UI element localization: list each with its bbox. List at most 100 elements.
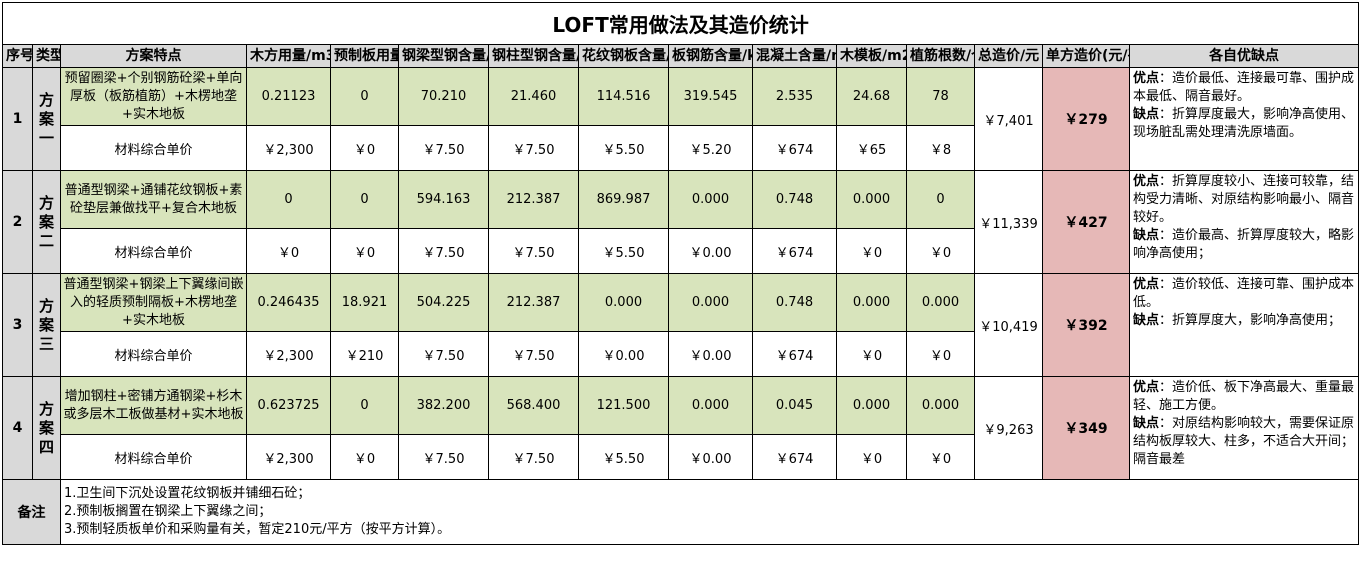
pros-text: ：折算厚度较小、连接可较靠，结构受力清晰、对原结构影响最小、隔音较好。 — [1133, 174, 1355, 225]
scheme-type: 方案三 — [32, 273, 61, 377]
qty-cell: 212.387 — [488, 273, 579, 332]
table-title: LOFT常用做法及其造价统计 — [1, 2, 1360, 45]
pros-label: 优点 — [1133, 174, 1160, 189]
header-column-steel: 钢柱型钢含量/kg — [488, 44, 579, 68]
qty-cell: 21.460 — [488, 67, 579, 126]
header-formwork: 木模板/m2 — [836, 44, 907, 68]
notes-row: 备注 1.卫生间下沉处设置花纹钢板并铺细石砼； 2.预制板搁置在钢梁上下翼缘之间… — [2, 479, 1360, 545]
price-label: 材料综合单价 — [60, 331, 247, 377]
price-cell: ￥0 — [330, 125, 399, 171]
price-label: 材料综合单价 — [60, 125, 247, 171]
price-cell: ￥5.50 — [578, 125, 669, 171]
price-cell: ￥674 — [752, 125, 837, 171]
qty-cell: 0.000 — [668, 273, 753, 332]
qty-cell: 0.748 — [752, 273, 837, 332]
price-row: 材料综合单价 ￥2,300 ￥0 ￥7.50 ￥7.50 ￥5.50 ￥5.20… — [3, 125, 1359, 171]
scheme-features: 普通型钢梁+通铺花纹钢板+素砼垫层兼做找平+复合木地板 — [60, 170, 247, 229]
qty-cell: 70.210 — [398, 67, 489, 126]
price-cell: ￥674 — [752, 434, 837, 480]
scheme-features: 普通型钢梁+钢梁上下翼缘间嵌入的轻质预制隔板+木楞地垄+实木地板 — [60, 273, 247, 332]
pros-text: ：造价最低、连接最可靠、围护成本最低、隔音最好。 — [1133, 71, 1355, 104]
qty-cell: 18.921 — [330, 273, 399, 332]
qty-cell: 594.163 — [398, 170, 489, 229]
price-row: 材料综合单价 ￥0 ￥0 ￥7.50 ￥7.50 ￥5.50 ￥0.00 ￥67… — [3, 228, 1359, 274]
price-cell: ￥0 — [836, 434, 907, 480]
pros-text: ：造价低、板下净高最大、重量最轻、施工方便。 — [1133, 380, 1355, 413]
qty-cell: 0.623725 — [246, 376, 331, 435]
price-cell: ￥0 — [836, 331, 907, 377]
scheme-row: 1 方案一 预留圈梁+个别钢筋砼梁+单向厚板（板筋植筋）+木楞地垄+实木地板 0… — [2, 67, 1360, 171]
price-cell: ￥0 — [330, 228, 399, 274]
qty-cell: 24.68 — [836, 67, 907, 126]
price-cell: ￥5.50 — [578, 228, 669, 274]
qty-cell: 0.000 — [906, 273, 975, 332]
price-cell: ￥7.50 — [398, 434, 489, 480]
header-anchor-bars: 植筋根数/个 — [906, 44, 975, 68]
cons-label: 缺点 — [1133, 313, 1160, 328]
cons-text: ：折算厚度最大，影响净高使用、现场脏乱需处理清洗原墙面。 — [1133, 107, 1355, 140]
qty-cell: 0.21123 — [246, 67, 331, 126]
pros-cons: 优点：造价低、板下净高最大、重量最轻、施工方便。 缺点：对原结构影响较大，需要保证… — [1128, 376, 1360, 480]
total-cost: ￥10,419 — [974, 273, 1043, 377]
price-cell: ￥674 — [752, 331, 837, 377]
qty-cell: 0 — [330, 376, 399, 435]
header-row: 序号 类型 方案特点 木方用量/m3 预制板用量/m2 钢梁型钢含量/kg 钢柱… — [2, 44, 1360, 68]
cons-label: 缺点 — [1133, 228, 1160, 243]
scheme-index: 4 — [2, 376, 33, 480]
header-timber: 木方用量/m3 — [246, 44, 331, 68]
price-cell: ￥674 — [752, 228, 837, 274]
price-cell: ￥0 — [906, 434, 975, 480]
price-cell: ￥0 — [246, 228, 331, 274]
scheme-row: 4 方案四 增加钢柱+密铺方通钢梁+杉木或多层木工板做基材+实木地板 0.623… — [2, 376, 1360, 480]
qty-cell: 121.500 — [578, 376, 669, 435]
scheme-index: 1 — [2, 67, 33, 171]
price-cell: ￥5.50 — [578, 434, 669, 480]
header-checker-plate: 花纹钢板含量/kg — [578, 44, 669, 68]
notes-label: 备注 — [2, 479, 61, 545]
header-slab-rebar: 板钢筋含量/kg — [668, 44, 753, 68]
price-cell: ￥2,300 — [246, 125, 331, 171]
notes-cell: 1.卫生间下沉处设置花纹钢板并铺细石砼； 2.预制板搁置在钢梁上下翼缘之间； 3… — [59, 479, 1360, 545]
price-cell: ￥65 — [836, 125, 907, 171]
unit-cost: ￥392 — [1042, 273, 1130, 377]
pros-label: 优点 — [1133, 71, 1160, 86]
qty-cell: 0.000 — [836, 170, 907, 229]
header-pros-cons: 各自优缺点 — [1128, 44, 1360, 68]
pros-label: 优点 — [1133, 277, 1160, 292]
qty-cell: 0 — [906, 170, 975, 229]
qty-cell: 504.225 — [398, 273, 489, 332]
qty-cell: 0 — [330, 67, 399, 126]
header-beam-steel: 钢梁型钢含量/kg — [398, 44, 489, 68]
qty-cell: 319.545 — [668, 67, 753, 126]
total-cost: ￥7,401 — [974, 67, 1043, 171]
scheme-index: 2 — [2, 170, 33, 274]
qty-cell: 0.000 — [668, 376, 753, 435]
cons-text: ：折算厚度大，影响净高使用； — [1159, 313, 1342, 328]
scheme-row: 3 方案三 普通型钢梁+钢梁上下翼缘间嵌入的轻质预制隔板+木楞地垄+实木地板 0… — [2, 273, 1360, 377]
header-features: 方案特点 — [60, 44, 247, 68]
price-cell: ￥0.00 — [668, 331, 753, 377]
scheme-row: 2 方案二 普通型钢梁+通铺花纹钢板+素砼垫层兼做找平+复合木地板 0 0 59… — [2, 170, 1360, 274]
price-cell: ￥5.20 — [668, 125, 753, 171]
total-cost: ￥9,263 — [974, 376, 1043, 480]
cons-text: ：造价最高、折算厚度较大，略影响净高使用； — [1133, 228, 1355, 261]
price-cell: ￥0 — [836, 228, 907, 274]
price-cell: ￥0 — [906, 228, 975, 274]
price-cell: ￥2,300 — [246, 331, 331, 377]
qty-cell: 0.000 — [906, 376, 975, 435]
price-cell: ￥7.50 — [398, 125, 489, 171]
pros-cons: 优点：折算厚度较小、连接可较靠，结构受力清晰、对原结构影响最小、隔音较好。缺点：… — [1128, 170, 1360, 274]
price-cell: ￥0 — [330, 434, 399, 480]
cost-table: LOFT常用做法及其造价统计 序号 类型 方案特点 木方用量/m3 预制板用量/… — [1, 2, 1360, 545]
header-type: 类型 — [32, 44, 61, 68]
pros-text: ：造价较低、连接可靠、围护成本低。 — [1133, 277, 1355, 310]
scheme-type: 方案一 — [32, 67, 61, 171]
scheme-type: 方案二 — [32, 170, 61, 274]
price-cell: ￥7.50 — [488, 434, 579, 480]
qty-cell: 114.516 — [578, 67, 669, 126]
qty-cell: 0 — [246, 170, 331, 229]
qty-cell: 0.000 — [668, 170, 753, 229]
cons-label: 缺点 — [1133, 416, 1160, 431]
price-cell: ￥7.50 — [398, 331, 489, 377]
header-concrete: 混凝土含量/m3 — [752, 44, 837, 68]
